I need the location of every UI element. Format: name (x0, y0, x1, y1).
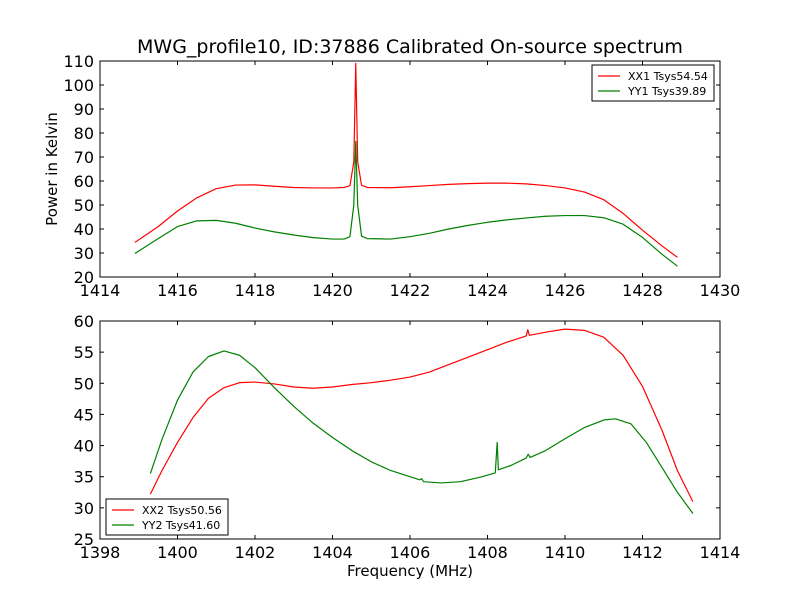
bottom-xtick-label: 1406 (390, 543, 431, 562)
top-xtick-label: 1416 (157, 281, 198, 300)
top-ytick-label: 90 (74, 100, 94, 119)
bottom-xtick-label: 1398 (80, 543, 121, 562)
bottom-ytick-label: 60 (74, 312, 94, 331)
top-ytick-label: 30 (74, 244, 94, 263)
bottom-ytick-label: 40 (74, 437, 94, 456)
bottom-xtick-label: 1404 (312, 543, 353, 562)
bottom-xtick-label: 1414 (700, 543, 741, 562)
top-xtick-label: 1428 (622, 281, 663, 300)
bottom-xtick-label: 1412 (622, 543, 663, 562)
bottom-xtick-label: 1410 (545, 543, 586, 562)
top-xtick-label: 1430 (700, 281, 741, 300)
bottom-xtick-label: 1408 (467, 543, 508, 562)
top-ytick-label: 40 (74, 220, 94, 239)
top-xtick-label: 1424 (467, 281, 508, 300)
top-xtick-label: 1420 (312, 281, 353, 300)
top-xtick-label: 1426 (545, 281, 586, 300)
top-ytick-label: 100 (63, 76, 94, 95)
bottom-ytick-label: 30 (74, 499, 94, 518)
top-xtick-label: 1414 (80, 281, 121, 300)
bottom-ytick-label: 45 (74, 405, 94, 424)
top-ytick-label: 20 (74, 268, 94, 287)
bottom-series-1-line (149, 328, 694, 502)
bottom-legend: XX2 Tsys50.56 YY2 Tsys41.60 (105, 498, 229, 536)
top-ytick-label: 50 (74, 196, 94, 215)
bottom-ytick-label: 55 (74, 343, 94, 362)
bottom-panel: Frequency (MHz) 1398 1400 1402 1404 1406 1408… (74, 312, 741, 580)
top-legend: XX1 Tsys54.54 YY1 Tsys39.89 (591, 64, 715, 102)
bottom-ytick-label: 50 (74, 374, 94, 393)
top-xtick-label: 1422 (390, 281, 431, 300)
bottom-legend-box (105, 498, 229, 536)
top-xtick-label: 1418 (235, 281, 276, 300)
bottom-legend-label-1: XX2 Tsys50.56 (142, 504, 222, 517)
top-ytick-label: 60 (74, 172, 94, 191)
bottom-legend-label-2: YY2 Tsys41.60 (141, 519, 220, 532)
top-ylabel: Power in Kelvin (43, 112, 61, 226)
top-panel: Power in Kelvin 1414 1416 1418 1420 1422 1424… (43, 52, 740, 300)
bottom-ytick-label: 35 (74, 468, 94, 487)
top-ytick-label: 70 (74, 148, 94, 167)
bottom-xtick-label: 1400 (157, 543, 198, 562)
bottom-ytick-label: 25 (74, 530, 94, 549)
top-series-2-line (134, 140, 678, 267)
top-legend-label-1: XX1 Tsys54.54 (628, 70, 708, 83)
bottom-xtick-label: 1402 (235, 543, 276, 562)
bottom-xlabel: Frequency (MHz) (347, 562, 473, 580)
chart-title: MWG_profile10, ID:37886 Calibrated On-so… (137, 36, 683, 58)
top-legend-box (591, 64, 715, 102)
top-legend-label-2: YY1 Tsys39.89 (627, 85, 706, 98)
top-series-1-line (134, 62, 678, 258)
bottom-series-2-line (149, 350, 694, 514)
top-ytick-label: 110 (63, 52, 94, 71)
top-ytick-label: 80 (74, 124, 94, 143)
